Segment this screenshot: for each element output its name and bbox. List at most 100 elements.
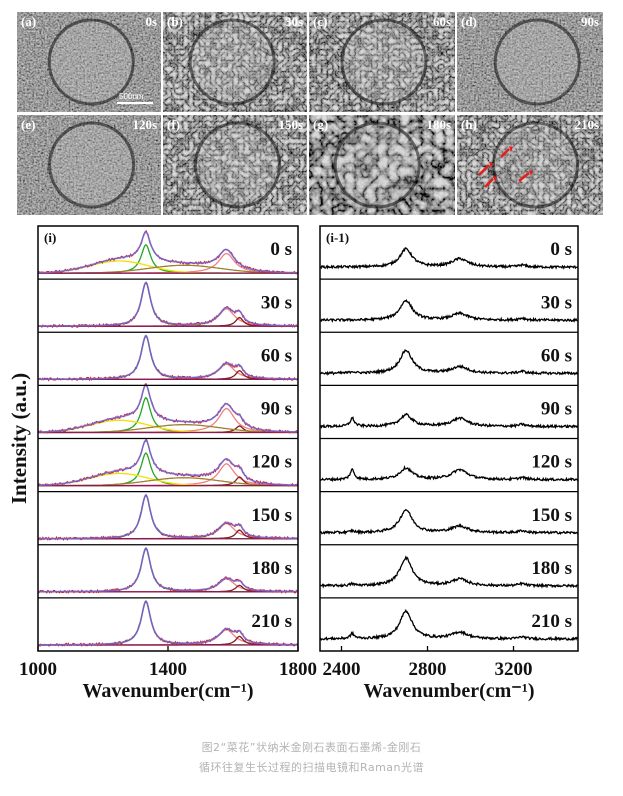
sem-time-label: 90s [581,14,599,29]
sem-panel-label: (a) [21,14,36,29]
sem-particle-glow [49,123,134,207]
spectrum-row-180s: 180 s [319,555,579,589]
spectrum-row-180s: 180 s [37,547,298,595]
x-tick-label: 1400 [149,659,187,680]
series-label: 180 s [251,558,292,579]
sem-image [309,12,455,112]
spectrum-line [319,247,579,270]
sem-particle-edge [188,18,276,106]
sem-particle-edge [47,18,135,106]
spectrum-row-60s: 60 s [37,334,298,382]
spectrum-row-210s: 210 s [37,600,298,648]
fit-component [38,334,298,380]
defect-arrow-icon [518,172,530,182]
fit-envelope-line [38,281,298,327]
sem-image [457,115,603,215]
fit-envelope-line [38,600,298,646]
spectrum-line [319,412,579,430]
sem-texture [17,115,161,215]
series-label: 90 s [541,399,572,420]
series-label: 180 s [531,558,572,579]
sem-texture [309,115,455,215]
spectrum-row-30s: 30 s [319,292,579,324]
x-axis-label: Wavenumber(cm⁻¹) [364,680,535,702]
sem-time-label: 180s [426,117,451,132]
series-label: 120 s [531,452,572,473]
series-label: 150 s [251,505,292,526]
spectrum-row-120s: 120 s [37,437,298,487]
defect-arrow-icon [500,148,510,158]
sem-panel-a: (a) 0s 500nm [17,12,161,112]
spectrum-row-0s: 0 s [319,239,579,270]
sem-image [309,115,455,215]
x-tick-label: 3200 [495,659,533,680]
raman-panel-i: 0 s 30 s 60 s 90 s 120 s 150 s 180 s 210 s (i) 10… [7,225,317,702]
fit-envelope-line [38,334,298,380]
sem-panel-label: (g) [313,117,328,132]
fit-envelope-line [38,547,298,593]
sem-particle-glow [335,123,420,207]
sem-panel-label: (e) [21,117,35,132]
sem-image [457,12,603,112]
spectrum-line [319,508,578,536]
x-tick-label: 2400 [323,659,361,680]
defect-arrow-icon [478,164,490,176]
fit-envelope-line [38,439,298,486]
x-tick-label: 1800 [279,659,317,680]
series-label: 60 s [261,345,292,366]
sem-panel-label: (c) [313,14,327,29]
sem-texture [163,115,307,215]
defect-arrowhead-icon [509,146,513,152]
spectrum-row-30s: 30 s [37,281,298,329]
spectrum-line [319,348,579,376]
fit-envelope-line [37,384,298,433]
sem-particle-glow [195,123,280,207]
sem-panel-e: (e) 120s [17,115,161,215]
series-label: 150 s [531,505,572,526]
spectrum-line [319,555,579,589]
series-label: 120 s [251,452,292,473]
sem-particle-edge [492,121,580,209]
sem-time-label: 120s [132,117,157,132]
fit-envelope-line [38,494,298,540]
sem-image [17,12,161,112]
fit-envelope-line [38,231,298,274]
defect-arrowhead-icon [529,170,533,176]
sem-particle-glow [493,123,578,207]
defect-arrowhead-icon [493,176,497,182]
sem-particle-glow [49,20,134,104]
spectrum-line [319,608,579,642]
spectrum-row-0s: 0 s [37,230,298,275]
x-axis-label: Wavenumber(cm⁻¹) [83,680,254,702]
panel-label: (i-1) [326,230,349,245]
sem-panel-h: (h) 210s [457,115,603,215]
sem-particle-edge [340,18,428,106]
sem-panel-label: (d) [461,14,477,29]
spectrum-line [319,298,579,324]
plot-frame [319,225,579,652]
spectrum-row-210s: 210 s [319,608,579,642]
series-label: 210 s [531,611,572,632]
y-axis-label: Intensity (a.u.) [7,373,31,504]
sem-panel-g: (g) 180s [309,115,455,215]
sem-particle-glow [190,20,275,104]
series-label: 210 s [251,611,292,632]
series-label: 0 s [550,239,572,260]
sem-image [17,115,161,215]
sem-texture [309,12,455,112]
sem-particle-edge [493,18,581,106]
spectrum-row-90s: 90 s [319,399,579,430]
sem-particle-edge [48,121,136,209]
series-label: 0 s [270,239,292,260]
figure-caption-line-1: 图2“菜花”状纳米金刚石表面石墨烯-金刚石 [201,741,422,754]
spectrum-row-150s: 150 s [319,505,578,536]
sem-time-label: 60s [433,14,451,29]
spectrum-line [319,465,579,483]
sem-panel-label: (h) [461,117,477,132]
sem-panel-label: (b) [167,14,183,29]
spectrum-row-150s: 150 s [37,493,298,541]
sem-particle-glow [341,20,426,104]
sem-time-label: 150s [278,117,303,132]
series-label: 60 s [541,345,572,366]
